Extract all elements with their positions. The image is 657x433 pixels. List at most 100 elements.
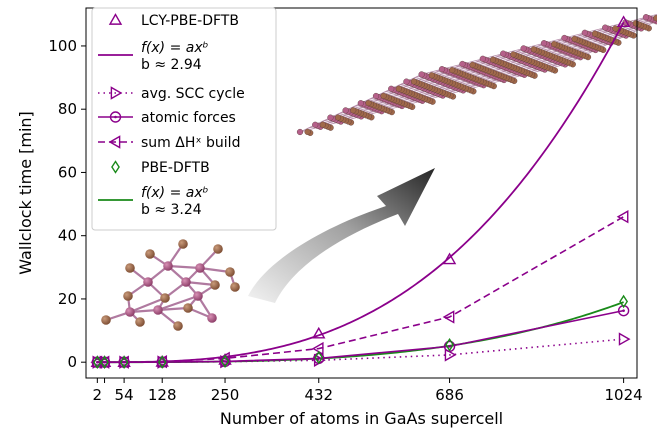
data-point (314, 350, 324, 365)
atom (327, 114, 334, 121)
atom (230, 282, 240, 292)
x-tick-label: 1024 (605, 386, 643, 404)
y-tick-label: 0 (67, 353, 77, 371)
atom (551, 40, 558, 48)
atom (571, 35, 578, 43)
atom (380, 92, 387, 100)
legend-label: LCY-PBE-DFTB (141, 13, 239, 29)
data-point (100, 355, 109, 369)
data-point (157, 355, 167, 369)
bond (167, 264, 201, 270)
atom (193, 291, 203, 301)
atom (591, 30, 599, 37)
data-point (616, 210, 629, 224)
legend-marker-ring (109, 111, 122, 123)
legend-label: PBE-DFTB (141, 160, 210, 176)
atom (173, 321, 183, 331)
atom (581, 29, 588, 36)
atom (479, 55, 486, 62)
atom (642, 14, 650, 21)
atom (183, 303, 193, 313)
atom (653, 15, 657, 22)
data-point (618, 332, 631, 346)
atom (342, 107, 349, 114)
atom (153, 305, 163, 315)
atom (213, 244, 223, 254)
legend-marker (108, 135, 121, 149)
data-point-dot (622, 309, 625, 312)
atom (395, 85, 402, 92)
x-tick-label: 2 (93, 386, 103, 404)
atom (125, 307, 135, 317)
atom (195, 263, 205, 273)
data-point-dot (448, 345, 451, 348)
atom (612, 25, 619, 32)
data-point (92, 355, 102, 369)
data-point (119, 355, 129, 369)
data-point (442, 310, 455, 324)
data-point (311, 341, 324, 356)
data-point (619, 294, 629, 309)
y-tick-label: 40 (58, 227, 77, 245)
atom (334, 114, 342, 121)
legend-handle (111, 160, 120, 174)
y-tick-label: 60 (58, 163, 77, 181)
legend-label: b ≈ 3.24 (141, 202, 202, 218)
y-tick-label: 80 (58, 100, 77, 118)
atom (438, 66, 446, 73)
legend-handle (98, 111, 133, 123)
atom (449, 66, 456, 74)
data-point (616, 15, 631, 28)
series-atomic-forces (91, 304, 630, 368)
legend-label: f(x) = axᵇ (141, 185, 209, 201)
scaling-arrow (248, 168, 435, 303)
atom (418, 71, 425, 78)
atom (530, 46, 537, 53)
legend-handle (108, 13, 123, 25)
x-axis-label: Number of atoms in GaAs supercell (220, 409, 503, 428)
atom (459, 60, 466, 68)
fit-curve-2 (97, 301, 624, 364)
data-point (445, 338, 454, 352)
legend-handle (98, 135, 133, 149)
atom (304, 128, 311, 136)
data-point (444, 348, 457, 362)
bond (157, 306, 189, 312)
legend-box (91, 7, 277, 231)
data-point-dot (317, 357, 321, 360)
atom (410, 78, 418, 85)
atom (145, 249, 155, 259)
large-slab-inset (296, 13, 657, 137)
atom (160, 293, 170, 303)
curved-arrow-shape (248, 168, 435, 303)
atom (489, 56, 497, 63)
atom (210, 280, 220, 290)
legend-label: b ≈ 2.94 (141, 57, 202, 73)
atom (372, 92, 380, 100)
atom (125, 263, 135, 273)
x-tick-label: 432 (304, 386, 333, 404)
atom (207, 313, 217, 323)
atom (428, 72, 435, 79)
data-point (312, 326, 326, 339)
atom (357, 100, 364, 107)
bond (129, 296, 166, 314)
legend-marker-dot (114, 115, 117, 119)
series-pbe-dftb (92, 294, 629, 369)
data-point (442, 252, 457, 265)
atom (178, 239, 188, 249)
plot-frame (85, 7, 638, 379)
x-tick-label: 128 (148, 386, 177, 404)
x-tick-label: 54 (115, 386, 134, 404)
atom (181, 277, 191, 287)
legend-label: avg. SCC cycle (141, 86, 245, 102)
x-tick-label: 686 (435, 386, 464, 404)
data-point-dot (160, 360, 164, 364)
bond (185, 280, 216, 287)
atom (632, 20, 639, 27)
legend-label: sum ΔHˣ build (141, 135, 240, 151)
fit-curve-1 (97, 21, 625, 364)
atom (510, 51, 517, 58)
series-line (97, 338, 624, 363)
